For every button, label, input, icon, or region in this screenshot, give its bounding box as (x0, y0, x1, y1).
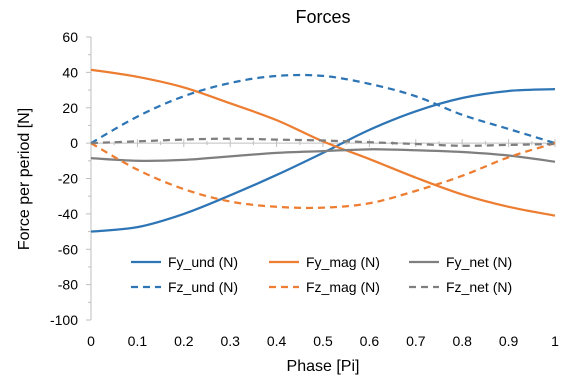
x-tick-label: 0.7 (406, 333, 426, 349)
x-tick-label: 0.5 (313, 333, 333, 349)
y-tick-label: 20 (62, 100, 78, 116)
x-tick-label: 0.8 (452, 333, 472, 349)
series-line-fy-net (90, 148, 556, 163)
x-tick-label: 0.2 (174, 333, 194, 349)
y-tick-label: 60 (62, 29, 78, 45)
y-axis-title: Force per period [N] (16, 108, 33, 250)
y-tick-label: -100 (50, 312, 78, 328)
y-tick-label: -80 (58, 277, 78, 293)
x-tick-label: 1 (551, 333, 559, 349)
legend-label-fz-mag: Fz_mag (N) (306, 279, 380, 295)
legend-label-fy-net: Fy_net (N) (446, 254, 512, 270)
x-tick-label: 0.1 (128, 333, 148, 349)
y-tick-label: -60 (58, 241, 78, 257)
chart-title: Forces (295, 7, 350, 27)
y-tick-label: 40 (62, 64, 78, 80)
legend-label-fy-mag: Fy_mag (N) (306, 254, 380, 270)
axes-layer: -100 -80 -60 -40 -20 0 20 40 60 0 0.1 0.2 0.3 0.4 0.5 0… (50, 29, 559, 349)
x-axis-title: Phase [Pi] (287, 358, 360, 375)
legend-label-fy-und: Fy_und (N) (168, 254, 238, 270)
x-tick-label: 0.4 (267, 333, 287, 349)
legend-label-fz-net: Fz_net (N) (446, 279, 512, 295)
series-line-fz-net (90, 137, 556, 147)
legend: Fy_und (N) Fy_mag (N) Fy_net (N) Fz_und (N)… (131, 254, 512, 295)
x-tick-label: 0 (87, 333, 95, 349)
x-tick-label: 0.9 (499, 333, 519, 349)
series-layer (90, 68, 556, 233)
series-line-fz-und (90, 73, 556, 145)
series-line-fy-und (90, 88, 556, 233)
x-tick-label: 0.3 (220, 333, 240, 349)
series-line-fz-mag (90, 142, 556, 210)
y-tick-label: 0 (70, 135, 78, 151)
legend-label-fz-und: Fz_und (N) (168, 279, 238, 295)
y-tick-label: -40 (58, 206, 78, 222)
x-tick-label: 0.6 (360, 333, 380, 349)
y-tick-label: -20 (58, 171, 78, 187)
